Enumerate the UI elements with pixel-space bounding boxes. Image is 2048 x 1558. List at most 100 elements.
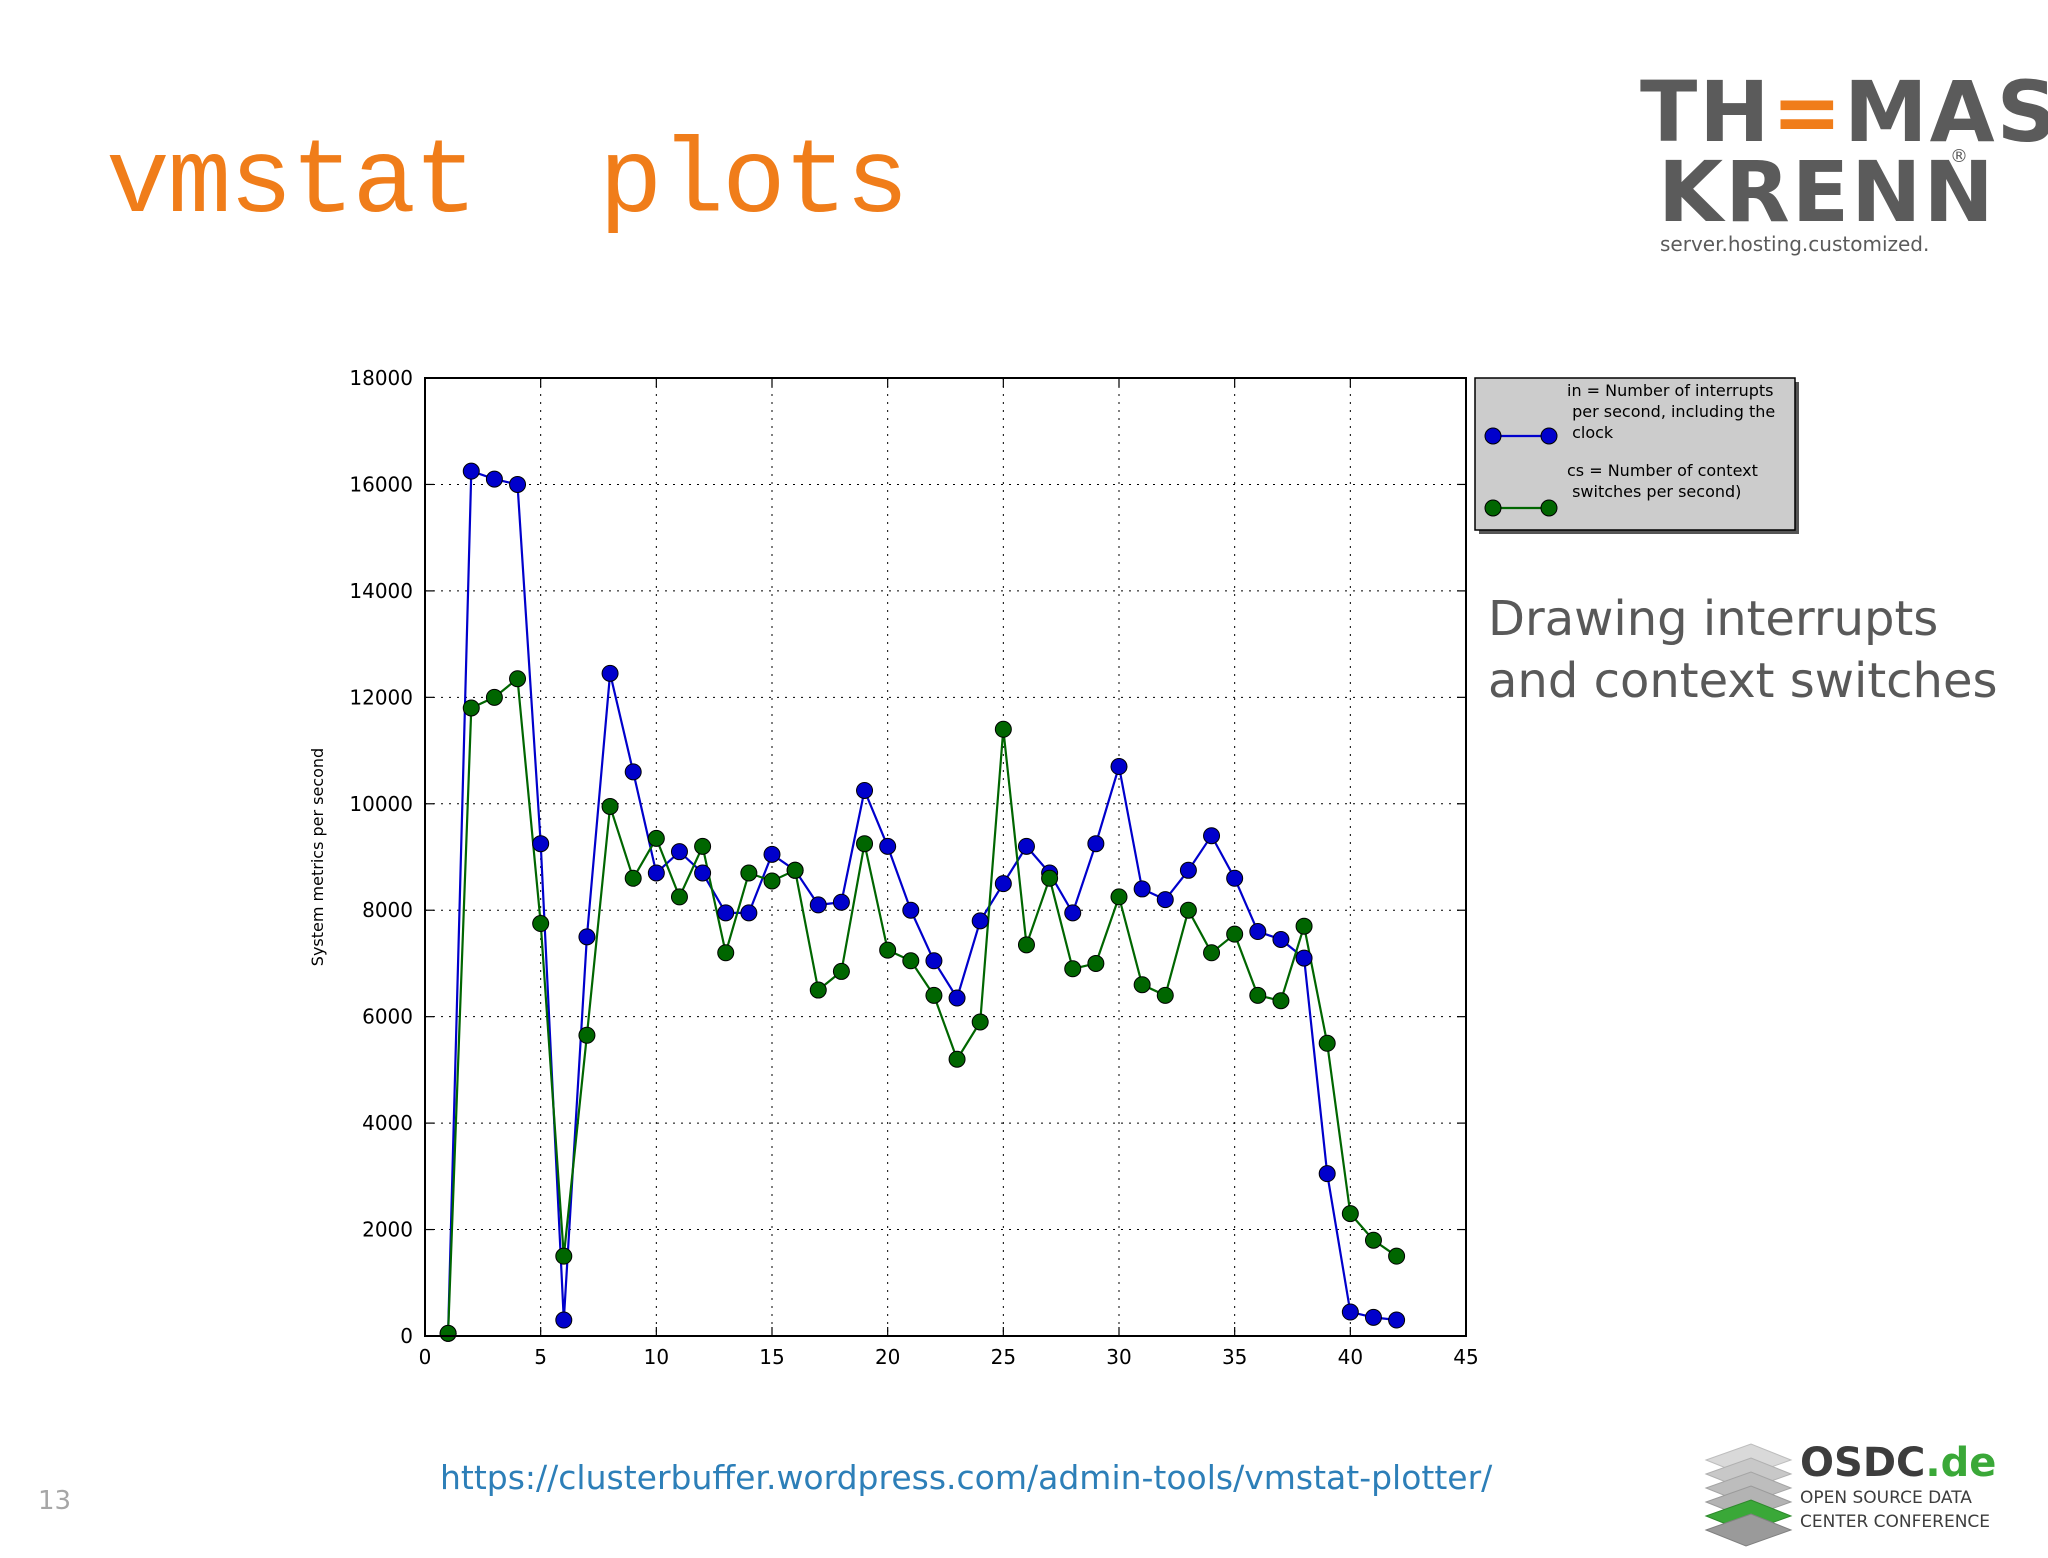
data-point-context-switches xyxy=(555,1247,573,1265)
data-point-context-switches xyxy=(1156,986,1174,1004)
osdc-logo: OSDC.de OPEN SOURCE DATA CENTER CONFEREN… xyxy=(1696,1440,1996,1550)
data-point-interrupts xyxy=(624,763,642,781)
caption-line-2: and context switches xyxy=(1488,653,1998,709)
x-tick-label: 5 xyxy=(534,1345,547,1369)
y-tick-label: 0 xyxy=(400,1324,413,1348)
data-point-context-switches xyxy=(578,1026,596,1044)
slide-title: vmstat plots xyxy=(106,123,909,243)
data-point-context-switches xyxy=(670,888,688,906)
data-point-interrupts xyxy=(879,837,897,855)
data-point-context-switches xyxy=(1249,986,1267,1004)
data-point-context-switches xyxy=(902,952,920,970)
data-point-interrupts xyxy=(1249,923,1267,941)
y-tick-label: 2000 xyxy=(362,1218,413,1242)
data-point-interrupts xyxy=(1341,1303,1359,1321)
legend-label: in = Number of interrupts xyxy=(1567,381,1774,400)
data-point-context-switches xyxy=(1295,917,1313,935)
data-point-context-switches xyxy=(763,872,781,890)
y-tick-label: 4000 xyxy=(362,1111,413,1135)
logo-tagline: server.hosting.customized. xyxy=(1660,232,1930,256)
x-tick-label: 45 xyxy=(1453,1345,1478,1369)
y-tick-label: 16000 xyxy=(349,472,413,496)
x-tick-label: 0 xyxy=(419,1345,432,1369)
osdc-subtitle-1: OPEN SOURCE DATA xyxy=(1800,1488,1972,1508)
data-point-interrupts xyxy=(485,470,503,488)
side-caption: Drawing interrupts and context switches xyxy=(1488,588,2008,712)
data-point-context-switches xyxy=(1064,960,1082,978)
data-point-interrupts xyxy=(1156,891,1174,909)
data-point-context-switches xyxy=(1133,976,1151,994)
data-point-context-switches xyxy=(601,797,619,815)
y-tick-label: 12000 xyxy=(349,685,413,709)
data-point-context-switches xyxy=(485,688,503,706)
y-tick-label: 8000 xyxy=(362,898,413,922)
data-point-interrupts xyxy=(462,462,480,480)
data-point-context-switches xyxy=(786,861,804,879)
data-point-interrupts xyxy=(1272,930,1290,948)
data-point-interrupts xyxy=(925,952,943,970)
legend-sample-marker xyxy=(1484,499,1502,517)
data-point-context-switches xyxy=(832,962,850,980)
x-tick-label: 35 xyxy=(1222,1345,1247,1369)
data-point-context-switches xyxy=(647,829,665,847)
data-point-context-switches xyxy=(1341,1205,1359,1223)
data-point-context-switches xyxy=(1041,869,1059,887)
vmstat-chart: 0 5 10 15 20 25 30 35 40 45 0 2000 4000 6000 8000 10000… xyxy=(300,360,1800,1390)
data-point-context-switches xyxy=(509,670,527,688)
data-point-context-switches xyxy=(717,944,735,962)
data-point-interrupts xyxy=(994,875,1012,893)
data-point-context-switches xyxy=(1388,1247,1406,1265)
x-tick-label: 30 xyxy=(1106,1345,1131,1369)
osdc-subtitle-2: CENTER CONFERENCE xyxy=(1800,1512,1991,1532)
series-line-context-switches xyxy=(447,676,1398,1334)
plot-frame xyxy=(424,377,1467,1337)
x-tick-label: 25 xyxy=(991,1345,1016,1369)
data-point-interrupts xyxy=(532,835,550,853)
y-tick-label: 18000 xyxy=(349,366,413,390)
osdc-stack-icon xyxy=(1704,1443,1793,1547)
data-point-interrupts xyxy=(740,904,758,922)
legend-box xyxy=(1474,377,1796,531)
data-point-interrupts xyxy=(578,928,596,946)
data-point-interrupts xyxy=(1064,904,1082,922)
data-point-interrupts xyxy=(948,989,966,1007)
y-axis-label: System metrics per second xyxy=(308,748,327,966)
data-point-interrupts xyxy=(555,1311,573,1329)
data-point-interrupts xyxy=(1203,827,1221,845)
data-point-context-switches xyxy=(1318,1034,1336,1052)
data-point-context-switches xyxy=(1272,992,1290,1010)
data-point-interrupts xyxy=(809,896,827,914)
data-point-context-switches xyxy=(694,837,712,855)
data-point-interrupts xyxy=(763,845,781,863)
data-point-interrupts xyxy=(1110,758,1128,776)
source-link[interactable]: https://clusterbuffer.wordpress.com/admi… xyxy=(440,1458,1493,1497)
data-point-context-switches xyxy=(879,941,897,959)
data-point-context-switches xyxy=(462,699,480,717)
legend-label: cs = Number of context xyxy=(1567,461,1758,480)
y-tick-label: 14000 xyxy=(349,579,413,603)
data-point-context-switches xyxy=(948,1050,966,1068)
data-point-context-switches xyxy=(439,1324,457,1342)
logo-wordmark-top: TH=MAS xyxy=(1640,63,2048,161)
data-point-interrupts xyxy=(1226,869,1244,887)
data-point-interrupts xyxy=(694,864,712,882)
legend-sample-marker xyxy=(1484,427,1502,445)
x-tick-label: 15 xyxy=(759,1345,784,1369)
caption-line-1: Drawing interrupts xyxy=(1488,591,1939,647)
data-point-context-switches xyxy=(1179,901,1197,919)
data-point-context-switches xyxy=(740,864,758,882)
series-line-interrupts xyxy=(447,469,1397,1334)
data-point-context-switches xyxy=(624,869,642,887)
data-point-interrupts xyxy=(856,781,874,799)
legend-label: switches per second) xyxy=(1567,482,1741,501)
data-point-interrupts xyxy=(1133,880,1151,898)
data-point-interrupts xyxy=(717,904,735,922)
legend-sample-marker xyxy=(1540,499,1558,517)
data-point-interrupts xyxy=(1087,835,1105,853)
data-point-context-switches xyxy=(1203,944,1221,962)
logo-wordmark-bottom: KRENN xyxy=(1658,143,1996,241)
data-point-interrupts xyxy=(1364,1308,1382,1326)
data-point-context-switches xyxy=(1110,888,1128,906)
data-point-context-switches xyxy=(1017,936,1035,954)
x-tick-label: 20 xyxy=(875,1345,900,1369)
